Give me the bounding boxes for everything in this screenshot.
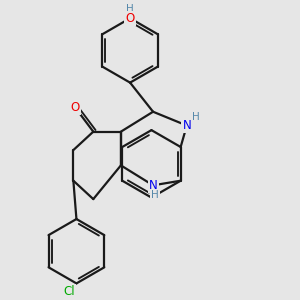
Text: N: N (182, 119, 191, 132)
Text: H: H (151, 190, 158, 200)
Text: N: N (149, 179, 158, 192)
Text: O: O (125, 12, 135, 25)
Text: O: O (70, 100, 80, 114)
Text: H: H (126, 4, 134, 14)
Text: Cl: Cl (63, 286, 75, 298)
Text: H: H (192, 112, 200, 122)
